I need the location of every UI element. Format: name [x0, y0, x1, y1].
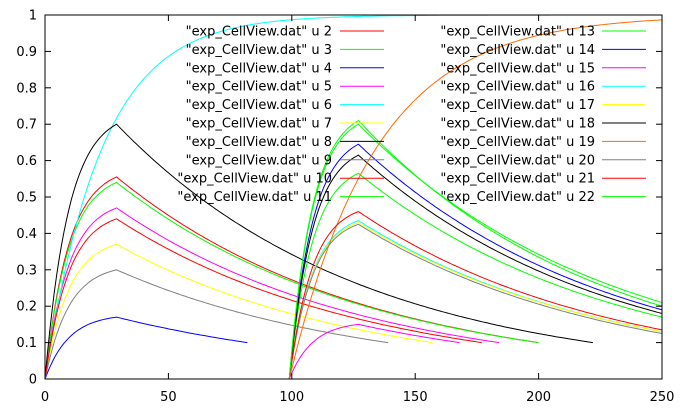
legend-label: "exp_CellView.dat" u 3 [186, 43, 332, 58]
legend-label: "exp_CellView.dat" u 5 [186, 80, 332, 95]
y-tick-label: 0.3 [16, 263, 37, 278]
legend-label: "exp_CellView.dat" u 2 [186, 25, 332, 40]
legend-label: "exp_CellView.dat" u 22 [440, 190, 595, 205]
series-line-10 [288, 119, 662, 379]
x-tick-label: 250 [650, 390, 675, 405]
series-line-2 [45, 181, 539, 379]
series-line-17 [288, 19, 662, 379]
legend-label: "exp_CellView.dat" u 19 [440, 135, 595, 150]
legend-label: "exp_CellView.dat" u 6 [186, 98, 332, 113]
legend-label: "exp_CellView.dat" u 11 [177, 190, 332, 205]
y-tick-label: 0.1 [16, 336, 37, 351]
y-tick-label: 0.4 [16, 227, 37, 242]
series-line-4 [45, 207, 500, 379]
y-tick-label: 0.5 [16, 191, 37, 206]
y-tick-label: 0.8 [16, 81, 37, 96]
x-tick-label: 50 [160, 390, 177, 405]
y-tick-label: 0.2 [16, 300, 37, 315]
series-line-5 [45, 15, 662, 379]
series-line-8 [45, 269, 389, 379]
series-line-20 [288, 123, 662, 379]
legend-label: "exp_CellView.dat" u 10 [177, 172, 332, 187]
legend-label: "exp_CellView.dat" u 8 [186, 135, 332, 150]
y-tick-label: 0 [29, 373, 37, 388]
series-line-6 [45, 243, 433, 379]
y-tick-label: 0.7 [16, 118, 37, 133]
series-line-19 [288, 211, 662, 379]
series-line-11 [288, 172, 662, 379]
series-line-13 [288, 323, 460, 379]
y-tick-label: 1 [29, 9, 37, 24]
series-line-7 [45, 123, 593, 379]
legend-label: "exp_CellView.dat" u 16 [440, 80, 595, 95]
series-line-3 [45, 316, 248, 379]
legend-label: "exp_CellView.dat" u 15 [440, 61, 595, 76]
legend-label: "exp_CellView.dat" u 21 [440, 172, 595, 187]
legend-label: "exp_CellView.dat" u 9 [186, 153, 332, 168]
series-line-16 [288, 154, 662, 379]
x-tick-label: 0 [41, 390, 49, 405]
legend-label: "exp_CellView.dat" u 4 [186, 61, 332, 76]
series-line-15 [288, 221, 662, 379]
legend-label: "exp_CellView.dat" u 20 [440, 153, 595, 168]
series-line-9 [45, 218, 482, 379]
legend-label: "exp_CellView.dat" u 17 [440, 98, 595, 113]
legend-label: "exp_CellView.dat" u 7 [186, 117, 332, 132]
legend-label: "exp_CellView.dat" u 13 [440, 25, 595, 40]
legend-label: "exp_CellView.dat" u 18 [440, 117, 595, 132]
series-line-12 [288, 143, 662, 379]
series-line-18 [288, 223, 662, 379]
y-tick-label: 0.9 [16, 45, 37, 60]
legend-label: "exp_CellView.dat" u 14 [440, 43, 595, 58]
x-tick-label: 200 [526, 390, 551, 405]
x-tick-label: 100 [279, 390, 304, 405]
x-tick-label: 150 [403, 390, 428, 405]
y-tick-label: 0.6 [16, 154, 37, 169]
